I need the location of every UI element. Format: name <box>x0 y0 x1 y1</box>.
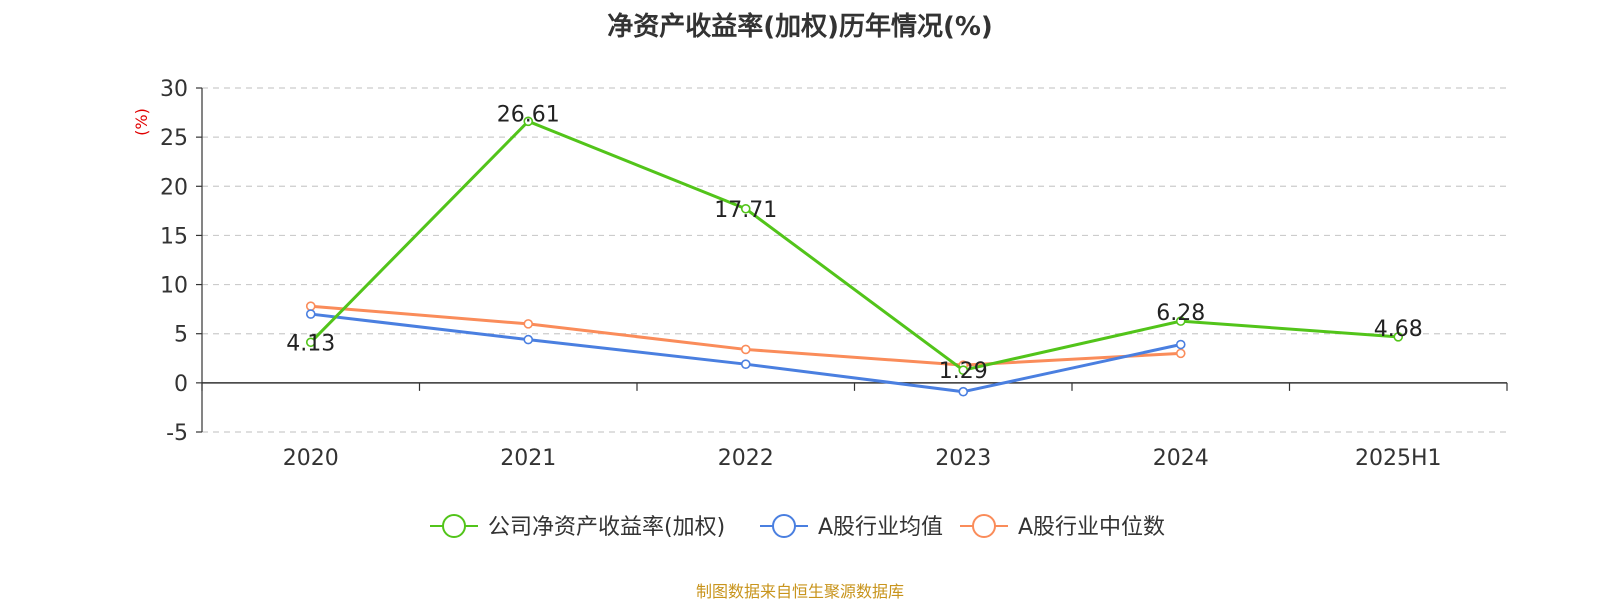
data-point[interactable] <box>305 301 316 311</box>
x-tick-label: 2024 <box>1153 446 1209 471</box>
data-point[interactable] <box>523 116 534 127</box>
data-point[interactable] <box>740 203 751 214</box>
x-tick-label: 2025H1 <box>1355 446 1442 471</box>
data-point[interactable] <box>958 386 969 397</box>
y-tick-label: 15 <box>160 224 188 249</box>
data-point[interactable] <box>1393 332 1404 342</box>
y-tick-label: 0 <box>174 372 188 397</box>
series-lines <box>305 116 1404 397</box>
data-label: 4.13 <box>286 331 335 356</box>
data-point[interactable] <box>740 344 751 355</box>
legend-item[interactable]: A股行业均值 <box>760 514 943 540</box>
chart-title: 净资产收益率(加权)历年情况(%) <box>607 12 993 42</box>
legend[interactable]: 公司净资产收益率(加权) A股行业均值 A股行业中位数 <box>430 514 1165 540</box>
data-label: 4.68 <box>1374 317 1423 342</box>
data-point[interactable] <box>305 309 316 319</box>
data-point[interactable] <box>305 337 316 348</box>
source-note: 制图数据来自恒生聚源数据库 <box>695 582 904 601</box>
x-tick-label: 2023 <box>935 446 991 471</box>
legend-marker-icon <box>972 514 996 538</box>
legend-item[interactable]: A股行业中位数 <box>960 514 1165 540</box>
series-line <box>310 304 1181 367</box>
axes: 30 25 20 15 10 5 0 -5 2020 2021 2022 2023 2024 2025H1… <box>132 77 1508 471</box>
data-label: 1.29 <box>939 359 988 384</box>
x-tick-label: 2020 <box>283 446 339 471</box>
data-point[interactable] <box>958 365 969 375</box>
legend-marker-icon <box>772 514 796 538</box>
data-point[interactable] <box>523 319 534 329</box>
x-tick-label: 2021 <box>500 446 556 471</box>
data-label: 6.28 <box>1156 301 1205 326</box>
data-label: 17.71 <box>714 198 777 223</box>
data-point[interactable] <box>523 334 534 345</box>
grid-lines <box>202 87 1507 433</box>
legend-marker-icon <box>442 514 466 538</box>
y-tick-label: 5 <box>174 323 188 348</box>
y-tick-label: 20 <box>160 175 188 200</box>
legend-label: A股行业均值 <box>818 515 943 540</box>
y-tick-label: 25 <box>160 126 188 151</box>
y-axis-unit-label: (%) <box>132 108 151 136</box>
y-tick-label: -5 <box>166 421 188 446</box>
series-line <box>309 119 1399 372</box>
data-label: 26.61 <box>497 102 560 127</box>
y-tick-label: 30 <box>160 77 188 102</box>
y-tick-label: 10 <box>160 274 188 299</box>
data-point[interactable] <box>1175 316 1186 326</box>
data-point[interactable] <box>1175 348 1186 359</box>
legend-label: 公司净资产收益率(加权) <box>488 515 725 540</box>
legend-item[interactable]: 公司净资产收益率(加权) <box>430 514 725 540</box>
data-point[interactable] <box>1175 339 1186 350</box>
data-labels: 4.13 26.61 17.71 1.29 6.28 4.68 <box>286 102 1422 384</box>
legend-label: A股行业中位数 <box>1018 515 1165 540</box>
x-tick-label: 2022 <box>718 446 774 471</box>
data-point[interactable] <box>740 359 751 369</box>
